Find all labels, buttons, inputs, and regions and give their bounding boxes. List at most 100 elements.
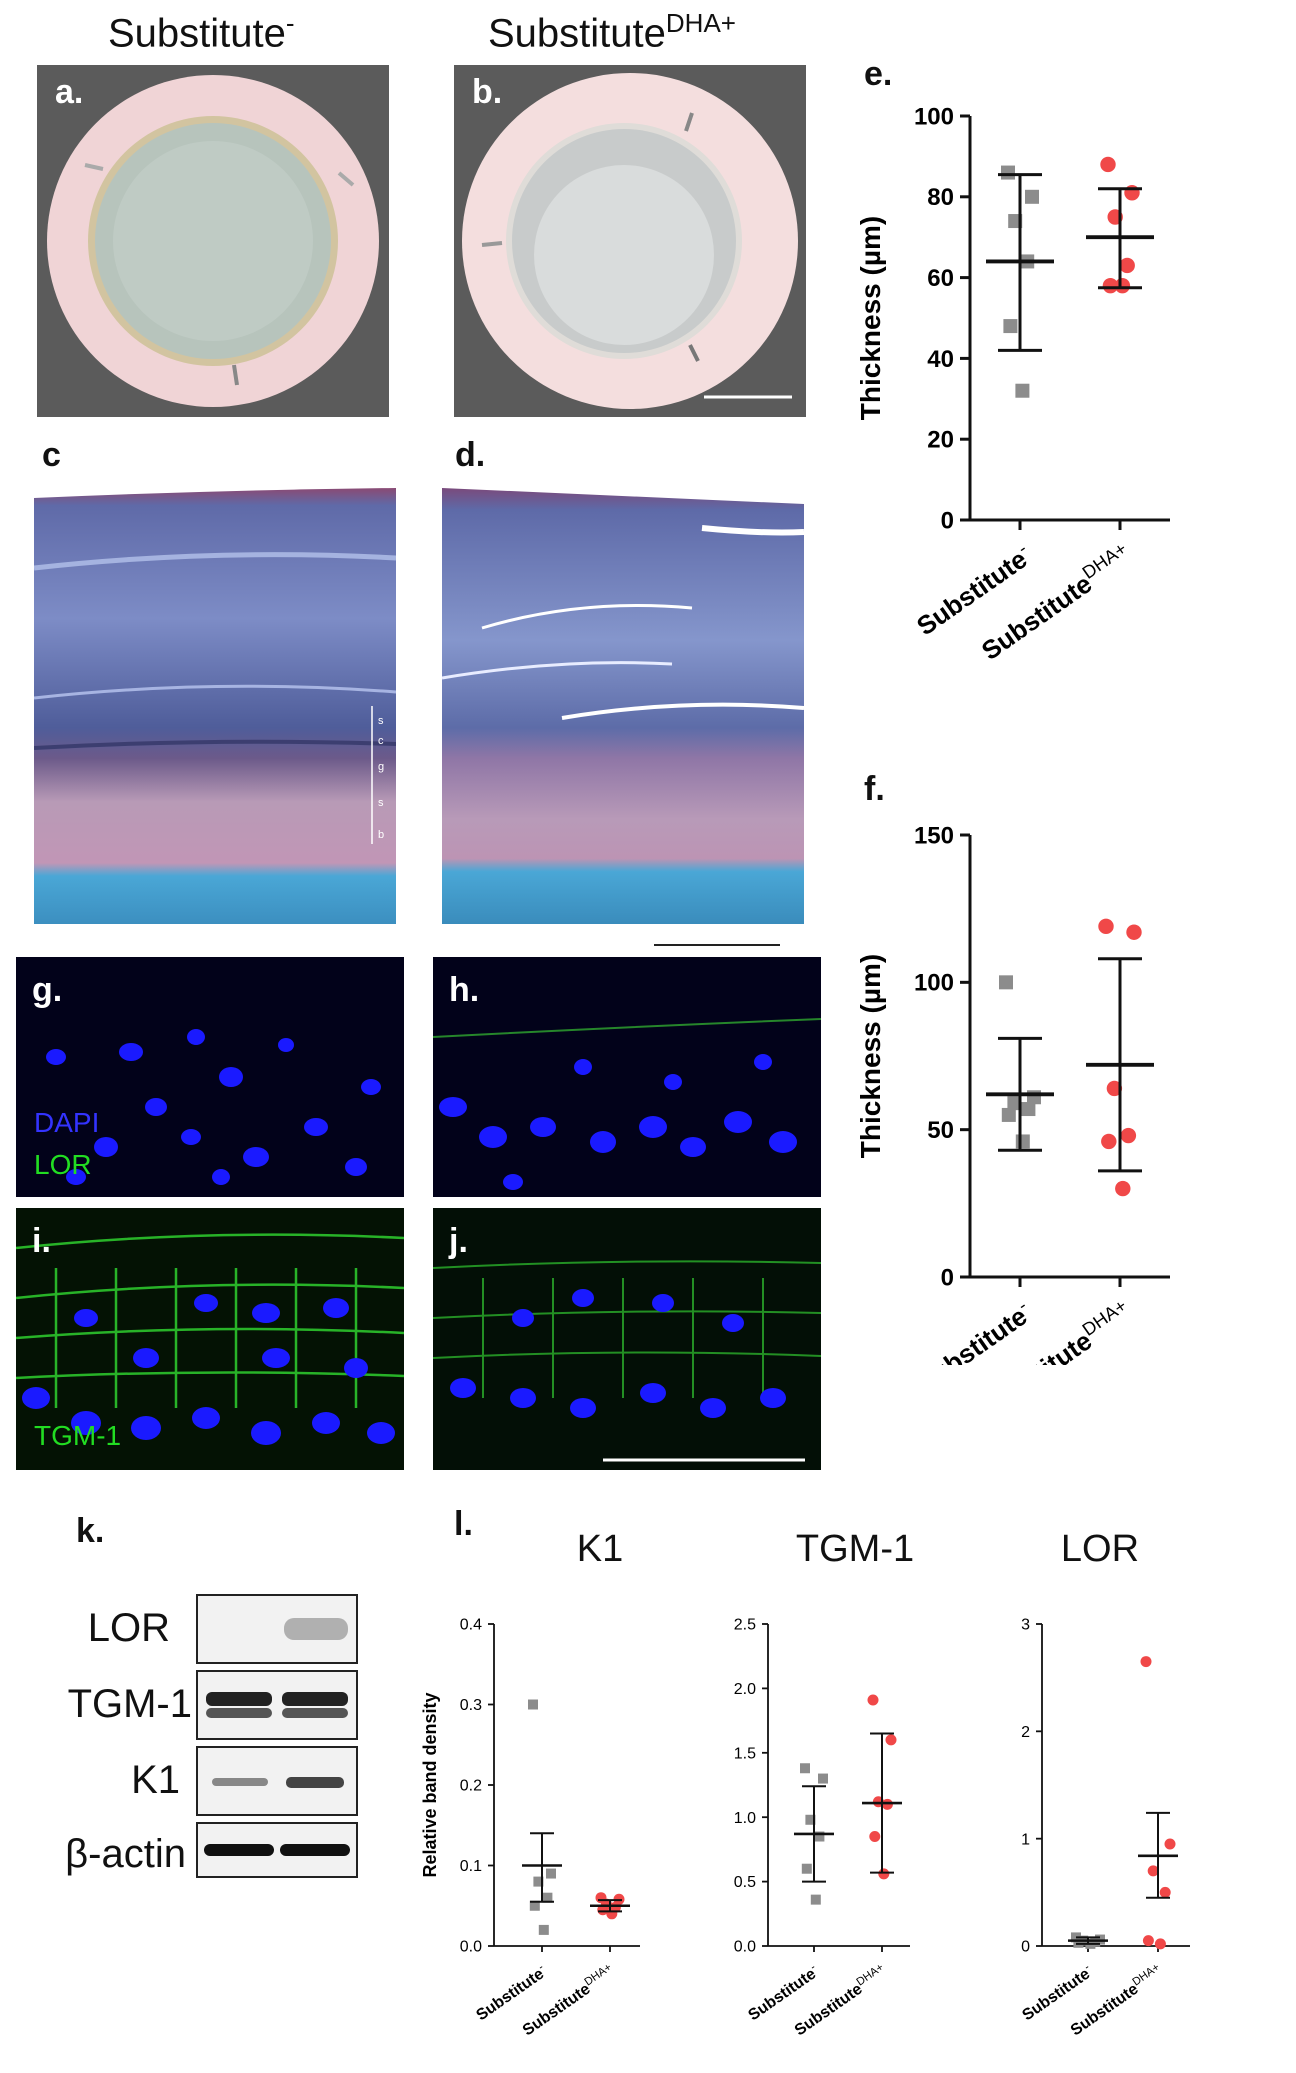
y-tick-label: 80: [927, 184, 954, 211]
data-point-substitute-dha: [1119, 257, 1135, 274]
data-point-substitute-minus: [546, 1868, 556, 1879]
tgm1-label: TGM-1: [34, 1420, 122, 1451]
data-point-substitute-dha: [1164, 1838, 1176, 1850]
fluorescence-lor-substitute-dha: h.: [433, 957, 821, 1197]
y-tick-label: 0.5: [734, 1874, 756, 1891]
column-title-sup: DHA+: [665, 8, 736, 38]
layer-label: s: [378, 797, 384, 809]
chart-title-tgm1: TGM-1: [795, 1528, 915, 1570]
panel-label-k: k.: [76, 1512, 105, 1550]
data-point-substitute-dha: [1140, 1656, 1152, 1668]
panel-label-j: j.: [449, 1222, 468, 1260]
band: [206, 1692, 272, 1706]
y-tick-label: 0.3: [460, 1697, 482, 1714]
data-point-substitute-minus: [538, 1924, 549, 1935]
data-point-substitute-minus: [528, 1699, 538, 1710]
blot-label-beta-actin: β-actin: [65, 1832, 186, 1876]
band: [284, 1618, 348, 1640]
y-tick-label: 1: [1021, 1831, 1030, 1848]
data-point-substitute-dha: [1106, 1080, 1123, 1097]
y-tick-label: 0.0: [460, 1939, 482, 1956]
data-point-substitute-minus: [801, 1863, 812, 1874]
data-point-substitute-dha: [1126, 924, 1142, 940]
layer-label: b: [378, 829, 384, 841]
data-point-substitute-minus: [529, 1900, 540, 1911]
column-title-substitute-minus: Substitute-: [108, 8, 295, 56]
photo-substitute-dha: b.: [454, 65, 806, 417]
data-point-substitute-dha: [1100, 156, 1116, 173]
data-point-substitute-dha: [867, 1694, 879, 1706]
chart-title-lor: LOR: [1060, 1528, 1140, 1570]
data-point-substitute-minus: [1025, 189, 1039, 204]
y-tick-label: 50: [927, 1117, 954, 1144]
x-category-label: Substitute-: [910, 1295, 1038, 1365]
blot-beta-actin: [196, 1822, 358, 1878]
data-point-substitute-dha: [878, 1868, 890, 1880]
y-tick-label: 2.0: [734, 1681, 756, 1698]
fluorescence-lor-substitute-minus: g. DAPI LOR: [16, 957, 404, 1197]
data-point-substitute-minus: [542, 1892, 553, 1903]
data-point-substitute-dha: [1098, 918, 1114, 935]
data-point-substitute-minus: [818, 1773, 828, 1784]
y-tick-label: 3: [1021, 1617, 1030, 1634]
data-point-substitute-dha: [606, 1908, 618, 1920]
data-point-substitute-minus: [1015, 1134, 1030, 1149]
data-point-substitute-minus: [1001, 1107, 1016, 1122]
fluorescence-image: [16, 1233, 404, 1445]
data-point-substitute-minus: [800, 1763, 810, 1774]
y-tick-label: 2.5: [734, 1617, 756, 1634]
data-point-substitute-minus: [1001, 165, 1015, 180]
category-superscript: -: [808, 1961, 818, 1973]
band: [204, 1844, 274, 1856]
category-superscript: DHA+: [1079, 538, 1131, 583]
data-point-substitute-minus: [533, 1876, 544, 1887]
y-tick-label: 100: [914, 970, 954, 997]
masson-trichrome-section-image: s c g s b: [33, 488, 397, 924]
data-point-substitute-minus: [999, 975, 1013, 990]
panel-label-e: e.: [864, 55, 893, 93]
panel-label-b: b.: [472, 73, 503, 111]
data-point-substitute-dha: [1101, 1133, 1117, 1150]
category-superscript: DHA+: [582, 1961, 614, 1988]
y-axis-label: Thickness (µm): [855, 954, 886, 1158]
column-title-base: Substitute: [108, 11, 286, 56]
category-superscript: -: [536, 1961, 546, 1973]
fluorescence-tgm1-substitute-dha: j.: [433, 1208, 821, 1470]
y-tick-label: 20: [927, 427, 954, 454]
data-point-substitute-dha: [1114, 277, 1131, 294]
band: [212, 1778, 268, 1786]
y-tick-label: 0: [941, 1264, 954, 1291]
y-tick-label: 150: [914, 822, 954, 849]
data-point-substitute-minus: [1015, 383, 1030, 398]
category-superscript: DHA+: [854, 1961, 886, 1988]
band: [280, 1844, 350, 1856]
band: [282, 1708, 348, 1718]
data-point-substitute-dha: [885, 1734, 897, 1746]
blot-label-k1: K1: [131, 1758, 180, 1802]
fluorescence-tgm1-substitute-minus: i. TGM-1: [16, 1208, 404, 1470]
masson-trichrome-section-image: [441, 488, 805, 924]
y-tick-label: 1.0: [734, 1810, 756, 1827]
y-tick-label: 0.1: [460, 1858, 482, 1875]
panel-label-g: g.: [32, 971, 63, 1009]
data-point-substitute-minus: [805, 1814, 816, 1825]
blot-lor: [196, 1594, 358, 1664]
skin-substitute-disc-image: [47, 75, 379, 407]
blot-k1: [196, 1746, 358, 1816]
fluorescence-image: [46, 1029, 381, 1185]
panel-label-a: a.: [55, 73, 84, 111]
column-title-sup: -: [285, 8, 295, 38]
y-tick-label: 1.5: [734, 1745, 756, 1762]
dapi-label: DAPI: [34, 1107, 100, 1138]
data-point-substitute-dha: [1120, 1127, 1137, 1144]
blot-label-lor: LOR: [87, 1606, 170, 1650]
histology-substitute-minus: s c g s b: [33, 488, 397, 924]
skin-substitute-disc-image: [462, 73, 798, 409]
chart-l-tgm1: 0.00.51.01.52.02.5Substitute-SubstituteD…: [734, 1617, 910, 2039]
data-point-substitute-dha: [1142, 1935, 1154, 1947]
column-title-base: Substitute: [488, 11, 666, 56]
data-point-substitute-minus: [1073, 1937, 1084, 1948]
layer-label: s: [378, 715, 384, 727]
